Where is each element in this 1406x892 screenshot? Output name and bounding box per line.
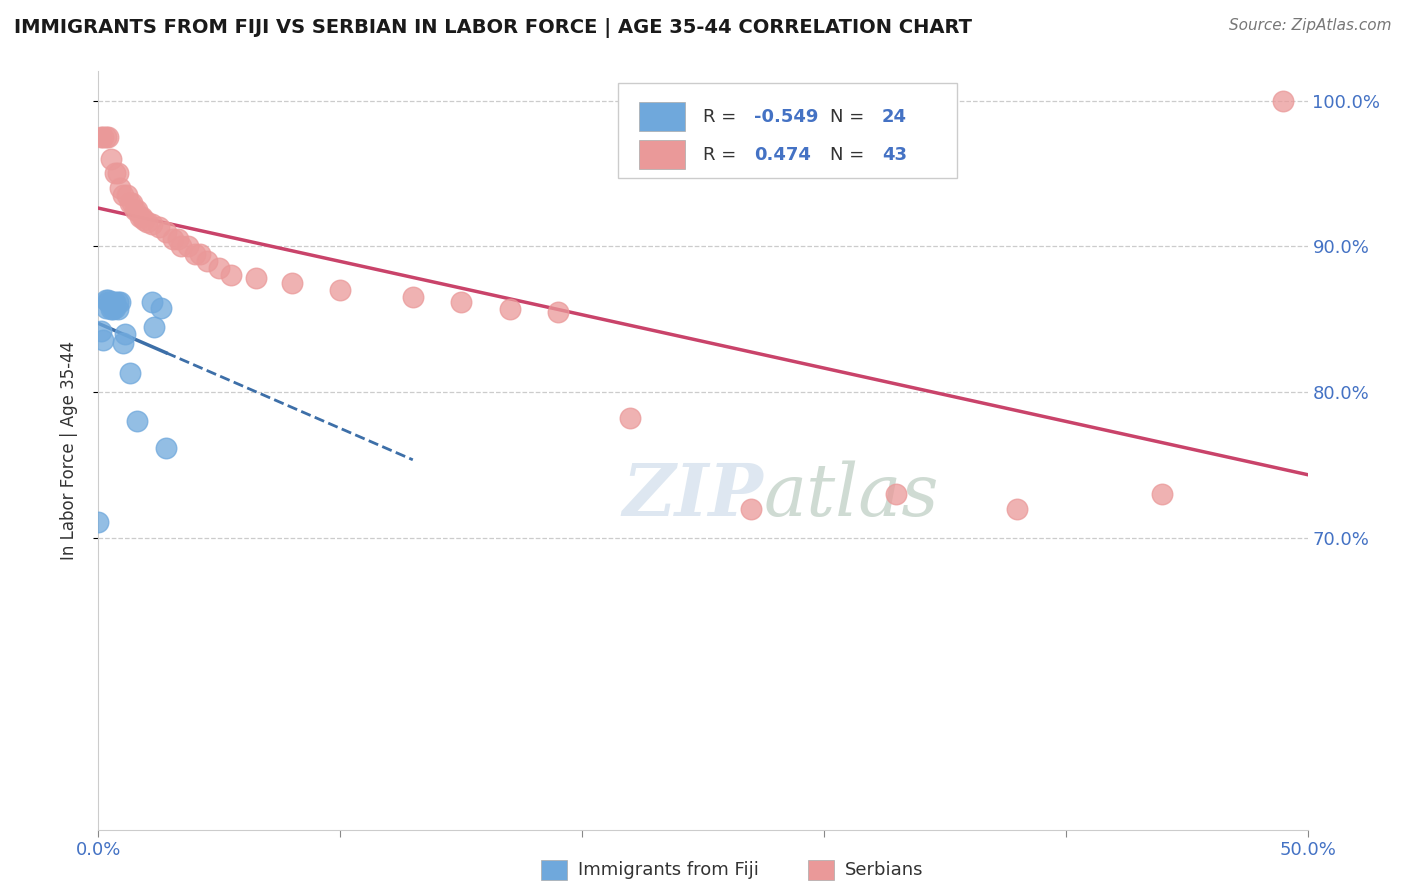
Text: R =: R =: [703, 145, 748, 164]
Point: [94, 301, 117, 315]
Point: [1272, 94, 1295, 108]
Point: [128, 210, 150, 224]
Point: [100, 152, 122, 166]
Point: [97, 130, 120, 145]
Point: [245, 271, 267, 285]
Point: [131, 210, 153, 224]
Point: [111, 335, 134, 350]
Text: Source: ZipAtlas.com: Source: ZipAtlas.com: [1229, 18, 1392, 33]
Point: [1007, 501, 1029, 516]
Point: [114, 326, 136, 341]
Point: [90, 130, 112, 145]
Point: [108, 181, 131, 195]
Point: [169, 239, 191, 253]
Point: [108, 294, 131, 309]
Text: 24: 24: [882, 108, 907, 126]
Point: [619, 411, 641, 425]
Point: [402, 290, 425, 304]
Point: [155, 441, 177, 455]
Point: [188, 246, 211, 260]
Point: [118, 366, 141, 380]
Text: R =: R =: [703, 108, 742, 126]
Point: [221, 268, 243, 283]
Point: [124, 202, 146, 217]
Point: [281, 276, 304, 290]
Point: [135, 214, 157, 228]
Point: [91, 333, 114, 347]
Point: [97, 294, 120, 309]
Point: [127, 202, 149, 217]
Point: [117, 188, 139, 202]
Point: [94, 293, 117, 308]
Point: [141, 294, 163, 309]
Point: [150, 301, 173, 315]
Point: [101, 294, 124, 309]
Point: [101, 301, 124, 316]
Point: [100, 294, 122, 309]
Point: [90, 324, 112, 338]
Point: [107, 301, 129, 316]
Point: [162, 232, 184, 246]
Text: ZIP: ZIP: [623, 460, 763, 532]
Bar: [638, 140, 685, 169]
Text: -0.549: -0.549: [754, 108, 818, 126]
Point: [195, 254, 218, 268]
Point: [208, 261, 231, 276]
Text: atlas: atlas: [763, 460, 939, 532]
Point: [104, 166, 127, 180]
Point: [111, 188, 134, 202]
Point: [886, 487, 908, 501]
Text: 0.474: 0.474: [754, 145, 811, 164]
Point: [167, 232, 190, 246]
Point: [94, 130, 117, 145]
Point: [134, 213, 156, 227]
Y-axis label: In Labor Force | Age 35-44: In Labor Force | Age 35-44: [59, 341, 77, 560]
Point: [329, 283, 352, 297]
Point: [118, 195, 141, 210]
Text: Serbians: Serbians: [845, 861, 924, 879]
Point: [100, 301, 122, 316]
Point: [97, 293, 120, 308]
Text: N =: N =: [830, 108, 870, 126]
Point: [143, 319, 166, 334]
Text: IMMIGRANTS FROM FIJI VS SERBIAN IN LABOR FORCE | AGE 35-44 CORRELATION CHART: IMMIGRANTS FROM FIJI VS SERBIAN IN LABOR…: [14, 18, 972, 37]
Point: [740, 501, 762, 516]
Point: [104, 294, 127, 309]
Point: [498, 301, 520, 316]
Text: Immigrants from Fiji: Immigrants from Fiji: [578, 861, 759, 879]
Bar: [638, 103, 685, 131]
FancyBboxPatch shape: [619, 83, 957, 178]
Point: [177, 239, 200, 253]
Point: [148, 220, 170, 235]
Point: [547, 305, 569, 319]
Point: [91, 130, 114, 145]
Point: [87, 515, 110, 529]
Point: [127, 414, 149, 428]
Point: [107, 294, 129, 309]
Point: [1152, 487, 1174, 501]
Point: [155, 225, 177, 239]
Point: [121, 195, 143, 210]
Point: [141, 218, 163, 232]
Point: [184, 246, 207, 260]
Text: 43: 43: [882, 145, 907, 164]
Text: N =: N =: [830, 145, 870, 164]
Point: [107, 166, 129, 180]
Point: [450, 294, 472, 309]
Point: [104, 301, 127, 315]
